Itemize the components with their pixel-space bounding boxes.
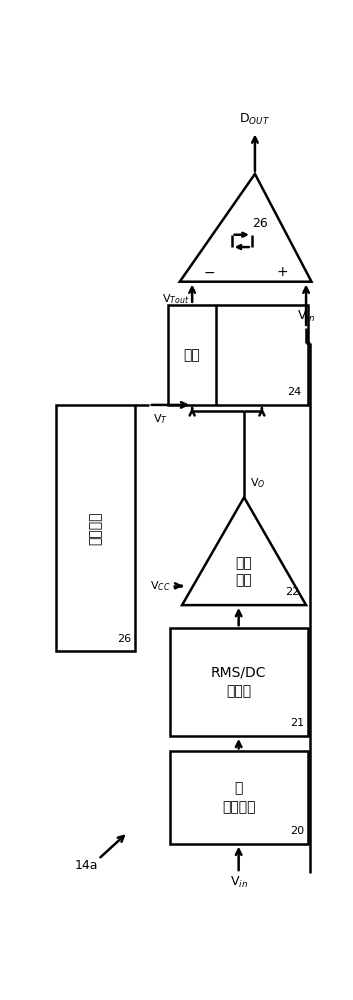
Bar: [56, 405, 135, 651]
Text: 最大阈值: 最大阈值: [88, 511, 102, 545]
Text: V$_{CC}$: V$_{CC}$: [150, 579, 170, 593]
Text: 22: 22: [286, 587, 300, 597]
Text: 26: 26: [118, 634, 132, 644]
Text: −: −: [203, 265, 215, 279]
Text: 定相: 定相: [236, 556, 252, 570]
Text: V$_{T}$: V$_{T}$: [152, 412, 168, 426]
Text: RMS/DC: RMS/DC: [211, 666, 267, 680]
Bar: [170, 628, 307, 736]
Bar: [168, 305, 307, 405]
Text: V$_{O}$: V$_{O}$: [250, 476, 266, 490]
Polygon shape: [180, 174, 311, 282]
Text: 转换器: 转换器: [226, 684, 251, 698]
Text: V$_{in}$: V$_{in}$: [297, 309, 315, 324]
Text: 最小: 最小: [184, 348, 201, 362]
Text: 21: 21: [291, 718, 305, 728]
Text: 26: 26: [252, 217, 268, 230]
Text: 20: 20: [291, 826, 305, 836]
Text: 带: 带: [234, 781, 243, 795]
Text: 14a: 14a: [75, 859, 98, 872]
Polygon shape: [182, 497, 306, 605]
Text: +: +: [276, 265, 288, 279]
Text: V$_{Tout}$: V$_{Tout}$: [162, 292, 189, 306]
Text: D$_{OUT}$: D$_{OUT}$: [239, 112, 270, 127]
Text: 回路: 回路: [236, 573, 252, 587]
Bar: [170, 751, 307, 844]
Text: 通滤波器: 通滤波器: [222, 800, 256, 814]
Text: V$_{in}$: V$_{in}$: [229, 875, 248, 890]
Text: 24: 24: [287, 387, 301, 397]
